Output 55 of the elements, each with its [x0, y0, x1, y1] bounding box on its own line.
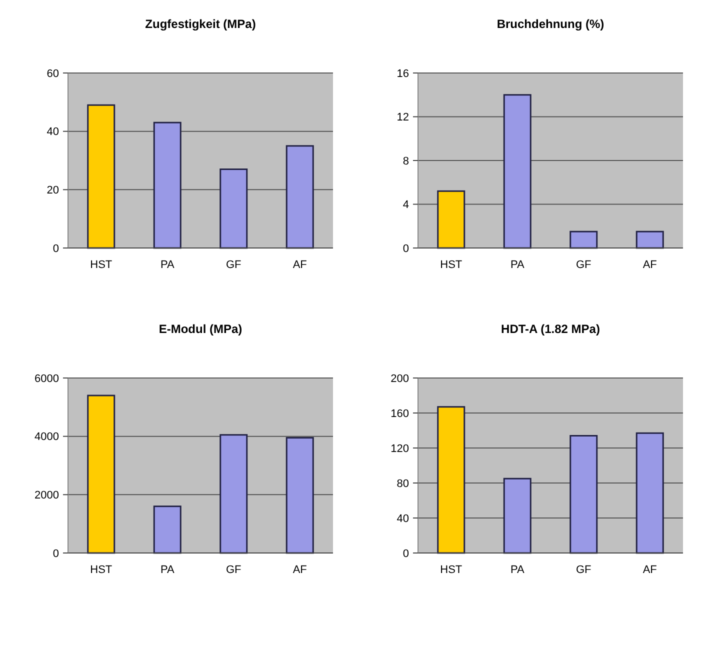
- x-tick-label: HST: [440, 259, 462, 271]
- bar: [286, 437, 314, 554]
- chart-title: E-Modul (MPa): [158, 322, 242, 336]
- y-tick-label: 0: [402, 242, 409, 255]
- x-tick-label: AF: [642, 564, 658, 576]
- bar: [570, 230, 598, 249]
- y-tick-label: 120: [390, 442, 409, 455]
- y-tick-label: 40: [46, 126, 59, 138]
- bar: [570, 435, 598, 554]
- bar: [636, 230, 664, 249]
- bar: [87, 394, 116, 554]
- bar: [437, 406, 466, 554]
- y-tick-label: 8: [402, 155, 409, 168]
- x-tick-label: PA: [160, 564, 175, 576]
- x-tick-label: GF: [226, 259, 242, 271]
- x-tick-label: HST: [440, 564, 462, 576]
- bar: [503, 94, 532, 249]
- x-tick-label: HST: [90, 259, 112, 271]
- bar: [220, 434, 248, 554]
- y-tick-label: 80: [396, 478, 409, 490]
- y-tick-label: 60: [46, 68, 59, 80]
- bar: [286, 145, 314, 249]
- bar: [220, 168, 248, 249]
- bar: [153, 506, 182, 554]
- x-tick-label: GF: [226, 564, 242, 576]
- y-tick-label: 6000: [34, 372, 59, 385]
- y-tick-label: 0: [52, 242, 59, 255]
- y-tick-label: 4000: [34, 431, 59, 444]
- bar: [153, 122, 182, 249]
- x-tick-label: PA: [510, 564, 525, 576]
- y-tick-label: 16: [396, 68, 409, 80]
- y-tick-label: 4: [402, 199, 409, 212]
- x-tick-label: PA: [160, 259, 175, 271]
- bar: [503, 478, 532, 554]
- x-tick-label: PA: [510, 259, 525, 271]
- x-tick-label: HST: [90, 564, 112, 576]
- bar: [437, 190, 466, 249]
- x-tick-label: GF: [576, 564, 592, 576]
- x-tick-label: AF: [292, 259, 308, 271]
- y-tick-label: 2000: [34, 490, 59, 502]
- y-tick-label: 12: [396, 112, 409, 124]
- x-tick-label: AF: [292, 564, 308, 576]
- y-tick-label: 0: [402, 548, 409, 560]
- y-tick-label: 20: [46, 184, 59, 197]
- chart-title: HDT-A (1.82 MPa): [501, 322, 600, 336]
- bar: [636, 432, 664, 554]
- y-tick-label: 0: [52, 548, 59, 560]
- x-tick-label: GF: [576, 259, 592, 271]
- chart-title: Zugfestigkeit (MPa): [145, 17, 256, 31]
- y-tick-label: 200: [390, 372, 409, 385]
- bar: [87, 104, 116, 249]
- chart-title: Bruchdehnung (%): [496, 17, 604, 31]
- y-tick-label: 40: [396, 512, 409, 525]
- x-tick-label: AF: [642, 259, 658, 271]
- y-tick-label: 160: [390, 408, 409, 420]
